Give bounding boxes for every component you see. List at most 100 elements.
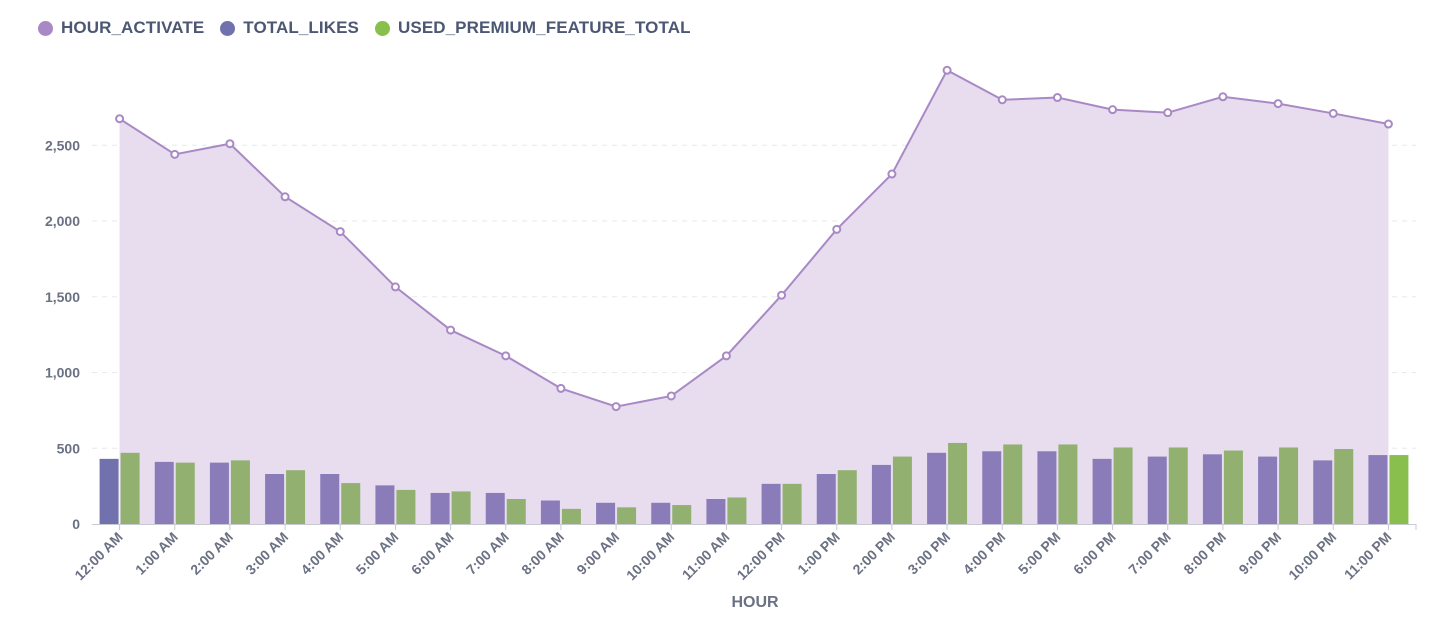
bar-total-likes [209, 462, 229, 524]
bar-used-premium [892, 456, 912, 524]
bar-total-likes [927, 452, 947, 524]
legend-dot-total-likes [220, 20, 236, 36]
y-tick-label: 1,000 [45, 365, 80, 381]
x-tick-label: 10:00 AM [623, 529, 677, 583]
point-hour-activate [335, 227, 345, 237]
x-tick-label: 9:00 PM [1235, 529, 1284, 578]
x-axis-title: HOUR [731, 594, 779, 611]
bar-used-premium [617, 507, 637, 524]
x-tick-label: 1:00 PM [794, 529, 843, 578]
x-tick-label: 7:00 PM [1125, 529, 1174, 578]
legend-item-hour-activate[interactable]: HOUR_ACTIVATE [38, 18, 204, 38]
bar-used-premium [1168, 447, 1188, 524]
x-tick-label: 6:00 PM [1070, 529, 1119, 578]
bar-used-premium [396, 489, 416, 524]
bar-total-likes [430, 492, 450, 524]
bar-used-premium [1003, 444, 1023, 524]
bar-total-likes [99, 458, 119, 524]
bar-used-premium [1058, 444, 1078, 524]
x-tick-label: 10:00 PM [1285, 529, 1339, 583]
bar-total-likes [375, 485, 395, 524]
x-tick-label: 4:00 PM [960, 529, 1009, 578]
y-tick-label: 0 [72, 516, 80, 532]
point-hour-activate [1052, 93, 1062, 103]
point-hour-activate [556, 383, 566, 393]
bar-used-premium [451, 491, 471, 524]
bar-used-premium [1223, 450, 1243, 524]
x-tick-label: 2:00 AM [187, 529, 236, 578]
bar-total-likes [816, 474, 836, 524]
point-hour-activate [611, 402, 621, 412]
x-tick-label: 9:00 AM [573, 529, 622, 578]
x-tick-label: 11:00 PM [1341, 529, 1395, 583]
legend: HOUR_ACTIVATE TOTAL_LIKES USED_PREMIUM_F… [38, 18, 691, 38]
bar-used-premium [561, 508, 581, 524]
bar-used-premium [230, 460, 250, 524]
bar-total-likes [1037, 451, 1057, 524]
bar-total-likes [1147, 456, 1167, 524]
bar-used-premium [341, 483, 361, 524]
x-tick-label: 2:00 PM [849, 529, 898, 578]
x-tick-label: 5:00 PM [1015, 529, 1064, 578]
point-hour-activate [1328, 108, 1338, 118]
point-hour-activate [942, 65, 952, 75]
point-hour-activate [390, 282, 400, 292]
point-hour-activate [225, 139, 235, 149]
line-hour-activate [119, 68, 1389, 408]
y-tick-label: 2,000 [45, 213, 80, 229]
x-tick-label: 6:00 AM [408, 529, 457, 578]
point-hour-activate [501, 351, 511, 361]
bar-used-premium [286, 470, 306, 524]
x-tick-label: 12:00 PM [733, 529, 787, 583]
bar-total-likes [154, 461, 174, 524]
bar-used-premium [727, 497, 747, 524]
x-tick-label: 8:00 AM [518, 529, 567, 578]
point-hour-activate [115, 114, 125, 124]
bar-used-premium [175, 462, 195, 524]
bar-total-likes [761, 483, 781, 524]
bar-used-premium [672, 505, 692, 524]
bar-total-likes [1092, 458, 1112, 524]
x-tick-label: 11:00 AM [679, 529, 733, 583]
bar-total-likes [871, 464, 891, 524]
bar-total-likes [982, 451, 1002, 524]
x-tick-label: 3:00 AM [242, 529, 291, 578]
bar-total-likes [320, 474, 340, 524]
bar-used-premium [782, 483, 802, 524]
bar-total-likes [1368, 455, 1388, 524]
bar-used-premium [1279, 447, 1299, 524]
point-hour-activate [997, 95, 1007, 105]
bar-total-likes [706, 499, 726, 524]
bar-total-likes [1202, 454, 1222, 524]
point-hour-activate [666, 391, 676, 401]
bar-used-premium [1334, 449, 1354, 524]
legend-dot-hour-activate [38, 20, 53, 36]
point-hour-activate [280, 192, 290, 202]
legend-item-total-likes[interactable]: TOTAL_LIKES [220, 18, 359, 38]
x-tick-label: 7:00 AM [463, 529, 512, 578]
bar-total-likes [1258, 456, 1278, 524]
x-tick-label: 3:00 PM [904, 529, 953, 578]
point-hour-activate [1218, 92, 1228, 102]
legend-label-used-premium: USED_PREMIUM_FEATURE_TOTAL [398, 18, 691, 37]
x-tick-label: 5:00 AM [353, 529, 402, 578]
bar-used-premium [1113, 447, 1133, 524]
x-tick-label: 8:00 PM [1180, 529, 1229, 578]
x-tick-label: 1:00 AM [132, 529, 181, 578]
point-hour-activate [170, 149, 180, 159]
legend-item-used-premium[interactable]: USED_PREMIUM_FEATURE_TOTAL [375, 18, 691, 38]
point-hour-activate [1273, 99, 1283, 109]
point-hour-activate [887, 169, 897, 179]
x-tick-label: 12:00 AM [71, 529, 125, 583]
bar-used-premium [837, 470, 857, 524]
y-tick-label: 1,500 [45, 289, 80, 305]
bar-total-likes [1313, 460, 1333, 524]
bar-total-likes [596, 502, 616, 524]
legend-dot-used-premium [375, 20, 390, 36]
y-tick-label: 2,500 [45, 137, 80, 153]
bar-total-likes [265, 474, 285, 524]
point-hour-activate [1383, 119, 1393, 129]
point-hour-activate [721, 351, 731, 361]
area-fill-hour-activate [119, 70, 1389, 524]
bar-used-premium [1389, 455, 1409, 524]
